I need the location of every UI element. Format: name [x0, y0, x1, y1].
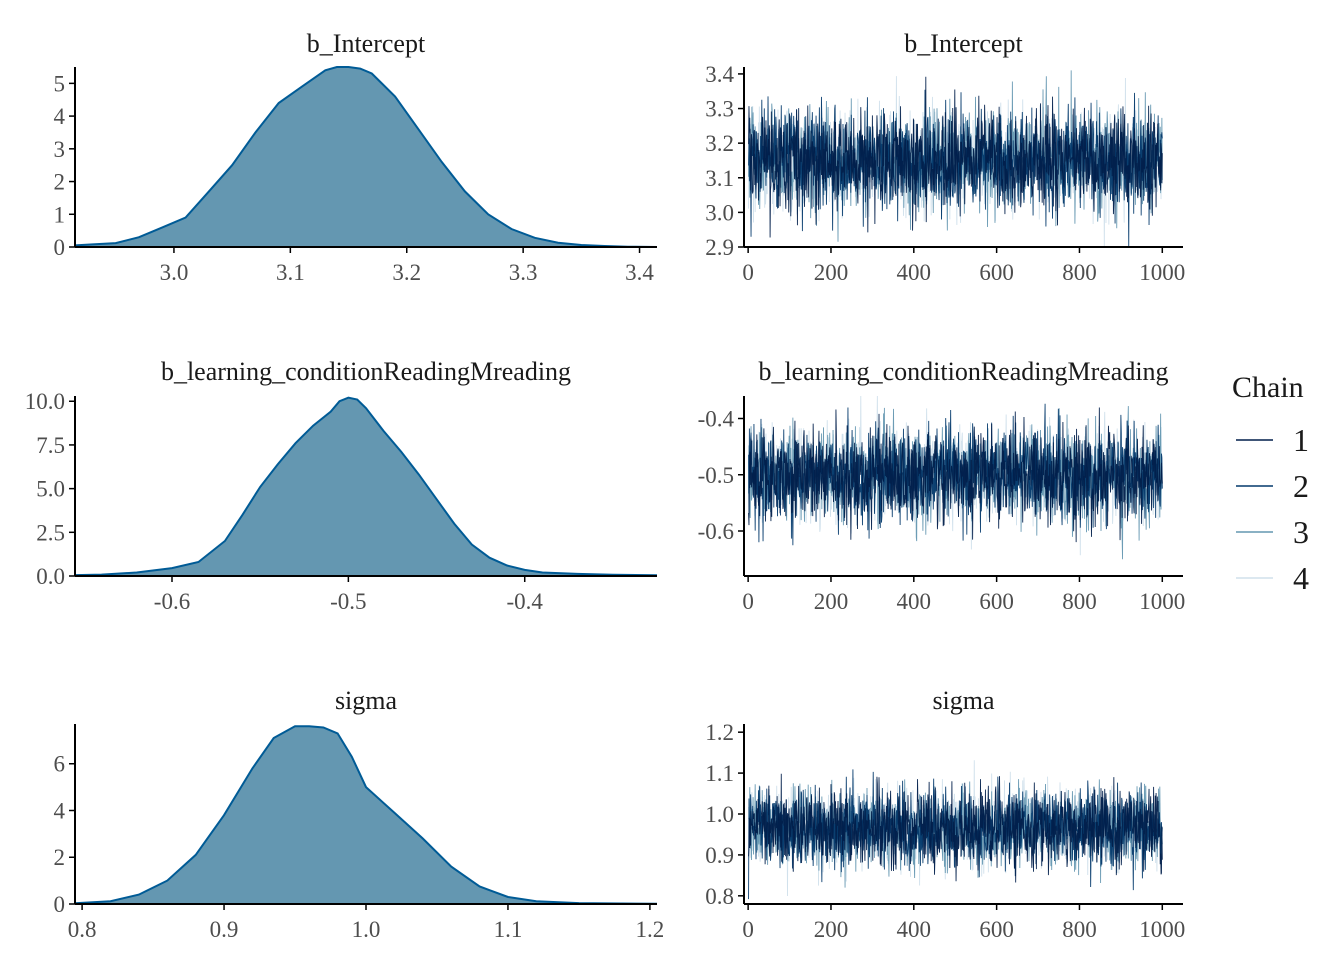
y-tick-label: -0.4 [698, 407, 735, 432]
x-tick-label: 0 [742, 917, 754, 942]
x-tick-label: 600 [979, 260, 1014, 285]
panel-5: sigma 0 2 4 6 0.8 0.9 1.0 1.1 1.2 [54, 686, 665, 942]
trace-chain-1 [748, 773, 1163, 883]
y-tick-label: 1.1 [705, 761, 734, 786]
y-tick-label: 3.1 [705, 166, 734, 191]
legend-items: 1 2 3 4 [1236, 422, 1309, 596]
y-tick-label: 3.0 [705, 200, 734, 225]
trace-chain-1 [748, 76, 1163, 238]
y-tick-label: 2.5 [36, 520, 65, 545]
legend-label-3: 3 [1293, 514, 1309, 550]
x-tick-label: 0.9 [210, 917, 239, 942]
x-tick-label: 800 [1062, 589, 1097, 614]
x-tick-label: 400 [897, 917, 932, 942]
x-tick-label: 1000 [1139, 260, 1185, 285]
density-area [75, 397, 657, 576]
y-tick-label: 0 [54, 235, 66, 260]
y-tick-label: 0 [54, 892, 66, 917]
panel-6: sigma 0.8 0.9 1.0 1.1 1.2 0 200 400 600 800 1000 [705, 686, 1185, 942]
x-tick-label: 1.1 [494, 917, 523, 942]
density-outline [74, 725, 658, 905]
y-tick-label: 0.8 [705, 884, 734, 909]
x-tick-label: -0.5 [330, 589, 366, 614]
y-tick-label: 0.9 [705, 843, 734, 868]
y-tick-label: 10.0 [25, 389, 65, 414]
panel-4: b_learning_conditionReadingMreading -0.6 -… [698, 357, 1186, 614]
x-tick-label: 1.2 [636, 917, 665, 942]
x-tick-label: 0 [742, 589, 754, 614]
panel-2: b_Intercept 2.9 3.0 3.1 3.2 3.3 3.4 0 200 400 600 8… [705, 29, 1185, 285]
y-tick-label: 0.0 [36, 564, 65, 589]
y-tick-label: 7.5 [36, 433, 65, 458]
legend-label-2: 2 [1293, 468, 1309, 504]
density-area [75, 67, 657, 247]
x-tick-label: 800 [1062, 917, 1097, 942]
x-tick-label: -0.6 [154, 589, 190, 614]
panel-title: sigma [335, 686, 398, 715]
x-tick-label: 600 [979, 589, 1014, 614]
panel-title: b_learning_conditionReadingMreading [161, 357, 571, 386]
x-tick-label: 200 [814, 589, 849, 614]
chain-legend: Chain 1 2 3 4 [1232, 371, 1309, 596]
y-tick-label: 4 [54, 798, 66, 823]
y-tick-label: 6 [54, 752, 66, 777]
density-area [75, 726, 657, 904]
y-tick-label: 4 [54, 104, 66, 129]
trace-chain-1 [748, 407, 1163, 543]
y-tick-label: 2 [54, 845, 66, 870]
y-tick-label: -0.5 [698, 463, 734, 488]
legend-title: Chain [1232, 371, 1304, 404]
x-tick-label: 400 [897, 260, 932, 285]
x-tick-label: 200 [814, 917, 849, 942]
panel-3: b_learning_conditionReadingMreading 0.0 2.… [25, 357, 658, 614]
y-tick-label: 5.0 [36, 477, 65, 502]
y-tick-label: 5 [54, 71, 66, 96]
panel-title: sigma [932, 686, 995, 715]
y-tick-label: 2 [54, 170, 66, 195]
legend-label-1: 1 [1293, 422, 1309, 458]
x-tick-label: -0.4 [507, 589, 544, 614]
panel-title: b_learning_conditionReadingMreading [758, 357, 1168, 386]
legend-label-4: 4 [1293, 560, 1309, 596]
x-tick-label: 3.2 [392, 260, 421, 285]
x-tick-label: 3.4 [625, 260, 654, 285]
density-outline [74, 396, 658, 577]
y-tick-label: 3.4 [705, 62, 734, 87]
panel-title: b_Intercept [307, 29, 426, 58]
x-tick-label: 3.1 [276, 260, 305, 285]
x-tick-label: 0 [742, 260, 754, 285]
y-tick-label: 1 [54, 202, 66, 227]
panel-title: b_Intercept [904, 29, 1023, 58]
x-tick-label: 3.3 [509, 260, 538, 285]
y-tick-label: -0.6 [698, 519, 734, 544]
y-tick-label: 3.3 [705, 97, 734, 122]
x-tick-label: 0.8 [68, 917, 97, 942]
x-tick-label: 800 [1062, 260, 1097, 285]
panel-1: b_Intercept 0 1 2 3 4 5 3.0 3.1 3.2 3.3 3.4 [54, 29, 658, 285]
x-tick-label: 400 [897, 589, 932, 614]
density-outline [74, 66, 658, 248]
x-tick-label: 1.0 [352, 917, 381, 942]
y-tick-label: 1.2 [705, 720, 734, 745]
y-tick-label: 2.9 [705, 235, 734, 260]
x-tick-label: 3.0 [160, 260, 189, 285]
x-tick-label: 600 [979, 917, 1014, 942]
x-tick-label: 200 [814, 260, 849, 285]
y-tick-label: 1.0 [705, 802, 734, 827]
y-tick-label: 3.2 [705, 131, 734, 156]
x-tick-label: 1000 [1139, 589, 1185, 614]
x-tick-label: 1000 [1139, 917, 1185, 942]
y-tick-label: 3 [54, 137, 66, 162]
